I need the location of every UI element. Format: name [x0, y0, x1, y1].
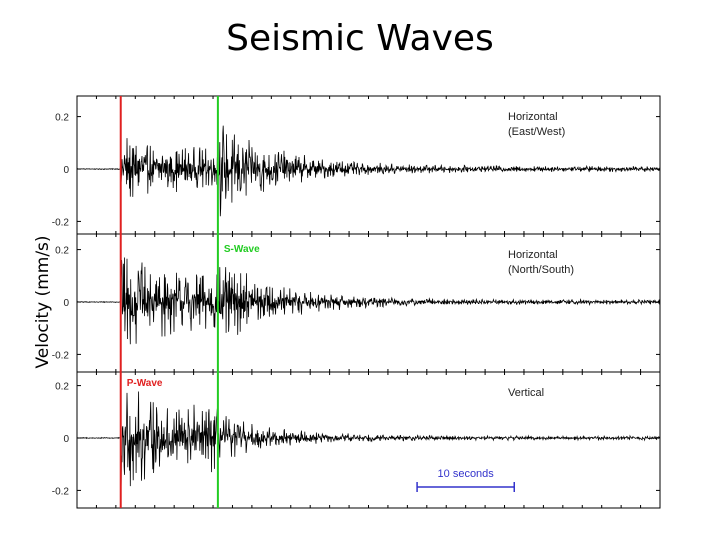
p-wave-label: P-Wave: [127, 378, 163, 389]
y-tick-label: 0.2: [55, 382, 69, 393]
scale-bar-group: 10 seconds: [416, 468, 515, 492]
panel-2: 0.2 0 -0.2 Horizontal (North/South): [52, 233, 661, 373]
y-tick-label: 0.2: [55, 246, 69, 257]
y-tick-label: 0: [63, 434, 69, 445]
y-tick-label: -0.2: [52, 350, 70, 361]
waveform-trace: [76, 391, 661, 487]
y-tick-label: -0.2: [52, 486, 70, 497]
y-tick-label: 0.2: [55, 113, 69, 124]
y-axis-title: Velocity (mm/s): [33, 235, 53, 368]
y-tick-label: -0.2: [52, 217, 70, 228]
panel-label: (North/South): [508, 264, 574, 276]
s-wave-label: S-Wave: [224, 244, 260, 255]
panel-3: 0.2 0 -0.2 Vertical: [52, 371, 661, 509]
scale-bar-label: 10 seconds: [438, 468, 495, 480]
y-tick-label: 0: [63, 165, 69, 176]
waveform-trace: [76, 257, 661, 345]
panel-label: Horizontal: [508, 111, 558, 123]
panel-label: (East/West): [508, 126, 565, 138]
panel-label: Vertical: [508, 387, 544, 399]
y-tick-label: 0: [63, 298, 69, 309]
panel-label: Horizontal: [508, 249, 558, 261]
wave-markers-group: P-Wave S-Wave: [119, 96, 260, 508]
panel-1: 0.2 0 -0.2 Horizontal (East/West): [52, 95, 661, 235]
slide-title: Seismic Waves: [226, 18, 494, 59]
waveform-trace: [76, 125, 661, 217]
panels-group: 0.2 0 -0.2 Horizontal (East/West) 0.2 0 -0.2 Hor…: [52, 95, 661, 509]
